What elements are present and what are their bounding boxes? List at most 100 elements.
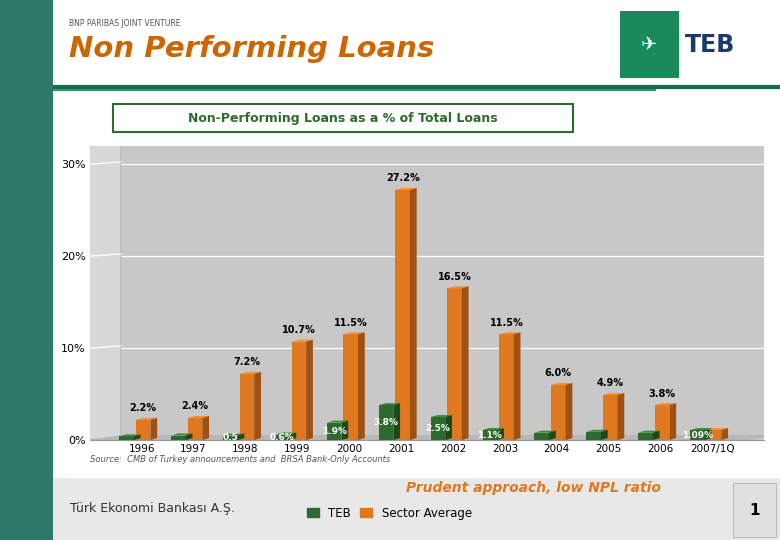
Polygon shape (223, 434, 244, 435)
Bar (690, 430, 704, 440)
Polygon shape (327, 421, 348, 423)
Text: 3.8%: 3.8% (649, 389, 675, 399)
Bar (343, 334, 358, 440)
Polygon shape (188, 416, 209, 418)
Polygon shape (618, 393, 624, 440)
Polygon shape (410, 188, 417, 440)
Polygon shape (134, 434, 140, 440)
Polygon shape (499, 332, 520, 334)
Bar (119, 436, 134, 440)
Polygon shape (638, 431, 660, 433)
Text: 2.2%: 2.2% (129, 403, 157, 413)
Polygon shape (90, 144, 121, 440)
Text: 10.7%: 10.7% (282, 325, 316, 335)
Text: BNP PARIBAS JOINT VENTURE: BNP PARIBAS JOINT VENTURE (69, 19, 180, 28)
Polygon shape (136, 418, 158, 420)
Text: Source:  CMB of Turkey announcements and  BRSA Bank-Only Accounts: Source: CMB of Turkey announcements and … (90, 455, 390, 464)
Polygon shape (393, 403, 400, 440)
Polygon shape (358, 332, 365, 440)
Polygon shape (289, 433, 296, 440)
Text: 27.2%: 27.2% (386, 173, 420, 183)
Bar (379, 405, 393, 440)
Polygon shape (171, 434, 193, 435)
Polygon shape (431, 415, 452, 417)
Text: 4.9%: 4.9% (597, 379, 624, 388)
Text: 3.8%: 3.8% (374, 418, 399, 427)
Polygon shape (254, 372, 261, 440)
Bar (707, 430, 722, 440)
Text: 2.5%: 2.5% (426, 424, 450, 433)
Polygon shape (690, 428, 711, 430)
Polygon shape (587, 430, 608, 432)
Polygon shape (239, 372, 261, 374)
Polygon shape (514, 332, 520, 440)
Text: 11.5%: 11.5% (334, 318, 367, 328)
Polygon shape (653, 431, 660, 440)
Text: 1.9%: 1.9% (321, 427, 346, 436)
Polygon shape (119, 434, 140, 436)
Polygon shape (704, 428, 711, 440)
Bar (327, 423, 342, 440)
Polygon shape (238, 434, 244, 440)
Polygon shape (447, 286, 469, 288)
Polygon shape (601, 430, 608, 440)
Bar (292, 342, 306, 440)
Polygon shape (306, 340, 313, 440)
Polygon shape (707, 428, 728, 430)
Bar (113, 104, 573, 132)
Bar (587, 432, 601, 440)
Bar (275, 435, 289, 440)
Text: 1: 1 (749, 503, 760, 518)
Bar (136, 420, 151, 440)
Polygon shape (722, 428, 728, 440)
Bar (188, 418, 202, 440)
Bar (655, 405, 669, 440)
Text: Non-Performing Loans as a % of Total Loans: Non-Performing Loans as a % of Total Loa… (189, 112, 498, 125)
Polygon shape (202, 416, 209, 440)
Text: ✈: ✈ (641, 35, 658, 54)
Polygon shape (483, 428, 504, 430)
Polygon shape (342, 421, 348, 440)
Polygon shape (497, 428, 504, 440)
Polygon shape (275, 433, 296, 435)
Text: 1.1%: 1.1% (477, 430, 502, 440)
Polygon shape (445, 415, 452, 440)
Polygon shape (551, 383, 573, 385)
Legend: TEB, Sector Average: TEB, Sector Average (303, 502, 477, 524)
Text: Türk Ekonomi Bankası A.Ş.: Türk Ekonomi Bankası A.Ş. (70, 502, 235, 515)
Text: Prudent approach, low NPL ratio: Prudent approach, low NPL ratio (406, 482, 661, 496)
Text: 11.5%: 11.5% (490, 318, 523, 328)
Text: 1.09%: 1.09% (682, 430, 713, 440)
Text: 16.5%: 16.5% (438, 272, 471, 282)
Bar (638, 433, 653, 440)
Bar (223, 435, 238, 440)
Text: 6.0%: 6.0% (545, 368, 572, 379)
Text: Non Performing Loans: Non Performing Loans (69, 35, 434, 63)
Text: 0.6%: 0.6% (270, 433, 295, 442)
Bar (620, 11, 679, 78)
Bar (551, 385, 565, 440)
Polygon shape (655, 403, 676, 405)
Bar (534, 433, 549, 440)
Polygon shape (669, 403, 676, 440)
Polygon shape (343, 332, 365, 334)
Bar (431, 417, 445, 440)
Polygon shape (151, 418, 158, 440)
Bar (171, 435, 186, 440)
Polygon shape (462, 286, 469, 440)
Text: 2.4%: 2.4% (182, 401, 208, 411)
Polygon shape (534, 431, 556, 433)
Bar (395, 190, 410, 440)
Polygon shape (566, 383, 573, 440)
Bar (447, 288, 462, 440)
Text: 0.5: 0.5 (222, 433, 238, 442)
Polygon shape (395, 188, 417, 190)
Bar (499, 334, 514, 440)
Bar (483, 430, 497, 440)
Bar (603, 395, 618, 440)
Text: 7.2%: 7.2% (233, 357, 261, 367)
Polygon shape (549, 431, 556, 440)
Bar (239, 374, 254, 440)
Polygon shape (90, 435, 775, 440)
Text: TEB: TEB (685, 32, 735, 57)
